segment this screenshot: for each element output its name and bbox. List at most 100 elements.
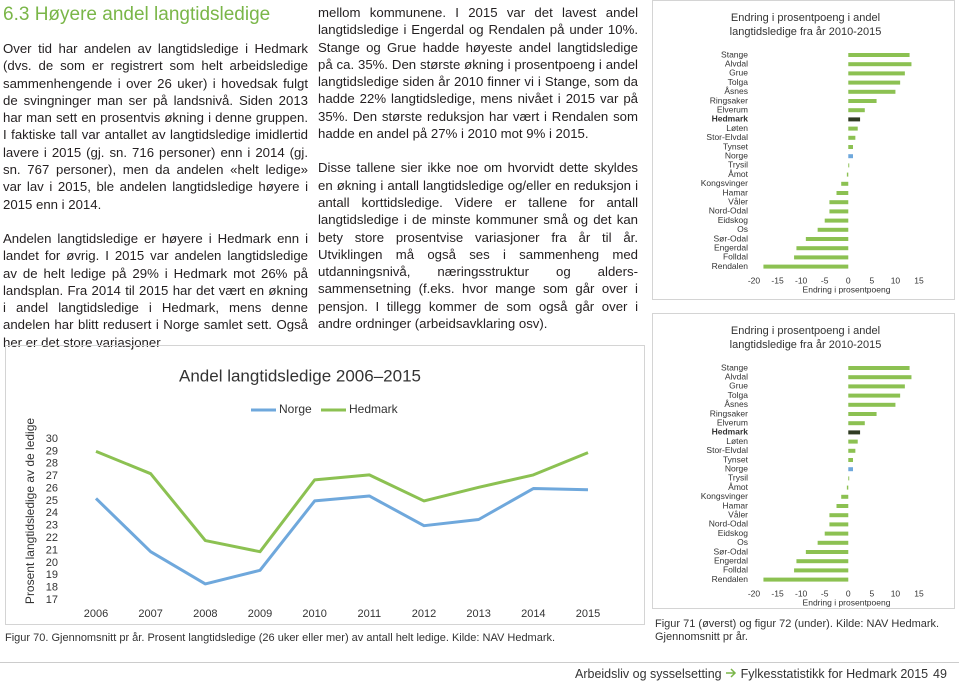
line-chart-box: Andel langtidsledige 2006–2015 Prosent l… bbox=[5, 345, 645, 625]
heading: 6.3 Høyere andel langtidsledige bbox=[3, 4, 271, 25]
caption: Figur 71 (øverst) og figur 72 (under). K… bbox=[655, 618, 940, 643]
category-label: Ringsaker bbox=[710, 408, 748, 418]
category-label: Tynset bbox=[723, 454, 749, 464]
x-tick-label: -20 bbox=[748, 275, 761, 285]
category-label: Stange bbox=[721, 49, 748, 59]
bar bbox=[848, 99, 877, 103]
x-tick-label: -10 bbox=[795, 275, 808, 285]
bar bbox=[848, 117, 861, 122]
category-label: Nord-Odal bbox=[709, 519, 748, 529]
category-label: Sør-Odal bbox=[714, 233, 749, 243]
category-label: Norge bbox=[725, 150, 748, 160]
category-label: Eidskog bbox=[718, 215, 749, 225]
x-axis-label: Endring i prosentpoeng bbox=[803, 284, 891, 294]
category-label: Nord-Odal bbox=[709, 206, 748, 216]
bar bbox=[848, 458, 853, 462]
bar bbox=[841, 494, 849, 499]
bar bbox=[848, 89, 896, 94]
bar bbox=[796, 559, 849, 564]
bar bbox=[817, 540, 849, 545]
line bbox=[95, 449, 589, 554]
y-tick-label: 25 bbox=[46, 495, 58, 507]
y-tick-label: 22 bbox=[46, 532, 58, 544]
bar bbox=[848, 135, 856, 140]
bar bbox=[848, 163, 850, 168]
bar bbox=[848, 430, 861, 435]
paragraph: Over tid har andelen av langtidsledige i… bbox=[3, 41, 308, 212]
bar bbox=[848, 421, 865, 426]
x-tick-label: -10 bbox=[795, 588, 808, 598]
bar bbox=[848, 71, 905, 76]
bar bbox=[848, 145, 853, 149]
bar bbox=[805, 550, 849, 554]
paragraph: mellom kommunene. I 2015 var det lavest … bbox=[318, 5, 638, 142]
x-tick-label: 5 bbox=[869, 588, 874, 598]
x-tick-label: 2009 bbox=[248, 608, 272, 620]
bar bbox=[846, 485, 849, 490]
category-label: Grue bbox=[729, 381, 748, 391]
category-label: Kongsvinger bbox=[701, 178, 748, 188]
y-tick-label: 27 bbox=[46, 470, 58, 482]
x-tick-label: -15 bbox=[771, 275, 784, 285]
y-tick-label: 28 bbox=[46, 458, 58, 470]
bar bbox=[848, 393, 901, 398]
bar-chart: StangeAlvdalGrueTolgaÅsnesRingsakerElver… bbox=[701, 49, 924, 294]
bar bbox=[848, 108, 865, 113]
category-label: Elverum bbox=[717, 104, 748, 114]
x-tick-label: 15 bbox=[914, 275, 924, 285]
legend-label: Hedmark bbox=[349, 402, 399, 416]
category-label: Grue bbox=[729, 68, 748, 78]
x-tick-label: 5 bbox=[869, 275, 874, 285]
category-label: Åmot bbox=[728, 169, 748, 179]
x-tick-label: 2008 bbox=[193, 608, 217, 620]
category-label: Hamar bbox=[722, 500, 748, 510]
category-label: Trysil bbox=[728, 160, 748, 170]
bar bbox=[829, 209, 849, 214]
bar bbox=[824, 218, 849, 223]
bar bbox=[848, 439, 858, 444]
footer: Arbeidsliv og sysselsetting Fylkesstatis… bbox=[575, 667, 928, 681]
x-tick-label: 10 bbox=[891, 588, 901, 598]
bar-chart-box: Endring i prosentpoeng i andel langtidsl… bbox=[652, 313, 955, 609]
category-label: Stor-Elvdal bbox=[706, 132, 748, 142]
bar bbox=[829, 513, 849, 518]
bar bbox=[841, 181, 849, 186]
bar bbox=[848, 375, 912, 380]
y-tick-label: 19 bbox=[46, 569, 58, 581]
bar bbox=[848, 126, 858, 131]
x-axis-label: Endring i prosentpoeng bbox=[803, 597, 891, 607]
footer-section: Arbeidsliv og sysselsetting bbox=[575, 667, 722, 681]
x-tick-label: -15 bbox=[771, 588, 784, 598]
category-label: Norge bbox=[725, 463, 748, 473]
bar bbox=[794, 255, 849, 260]
category-label: Rendalen bbox=[712, 574, 749, 584]
category-label: Løten bbox=[726, 436, 748, 446]
bar bbox=[848, 62, 912, 67]
bar bbox=[848, 412, 877, 416]
bar bbox=[848, 476, 850, 481]
y-tick-label: 30 bbox=[46, 433, 58, 445]
bar bbox=[805, 237, 849, 241]
category-label: Hedmark bbox=[712, 427, 749, 437]
category-label: Stange bbox=[721, 362, 748, 372]
caption: Figur 70. Gjennomsnitt pr år. Prosent la… bbox=[5, 632, 556, 644]
bar-chart-box: Endring i prosentpoeng i andel langtidsl… bbox=[652, 0, 955, 300]
category-label: Våler bbox=[728, 196, 748, 206]
bar bbox=[796, 246, 849, 251]
x-tick-label: 2007 bbox=[138, 608, 162, 620]
category-label: Tynset bbox=[723, 141, 749, 151]
bar bbox=[829, 200, 849, 205]
bar bbox=[848, 384, 905, 389]
page-number: 49 bbox=[933, 667, 947, 681]
category-label: Elverum bbox=[717, 417, 748, 427]
category-label: Trysil bbox=[728, 473, 748, 483]
x-tick-label: 0 bbox=[846, 275, 851, 285]
x-tick-label: 0 bbox=[846, 588, 851, 598]
category-label: Engerdal bbox=[714, 242, 748, 252]
paragraph: Andelen langtidsledige er høyere i Hedma… bbox=[3, 230, 308, 350]
bar bbox=[848, 366, 910, 370]
chart-title: Andel langtidsledige 2006–2015 bbox=[179, 366, 421, 385]
paragraph: Disse tallene sier ikke noe om hvorvidt … bbox=[318, 160, 638, 332]
bar-chart: StangeAlvdalGrueTolgaÅsnesRingsakerElver… bbox=[701, 362, 924, 607]
